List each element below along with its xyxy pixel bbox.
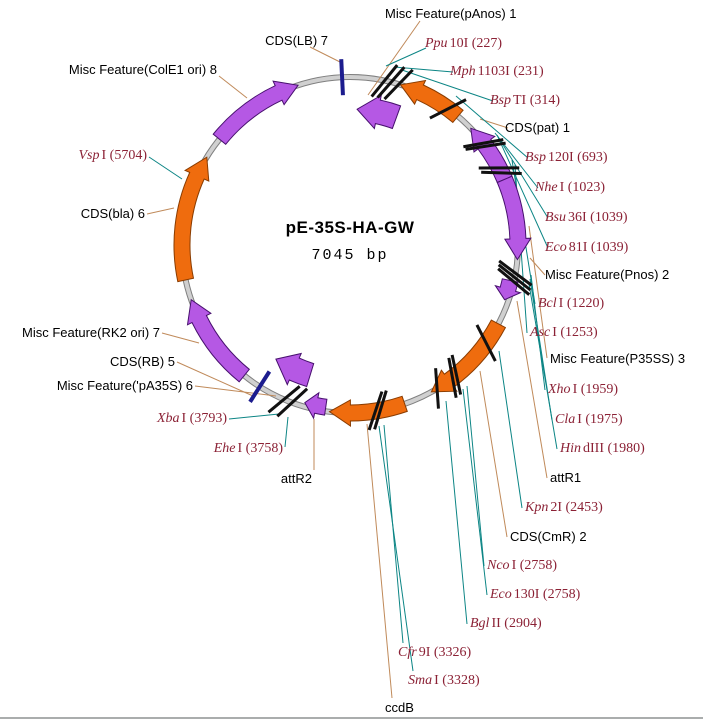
border-tick: [248, 370, 272, 403]
restriction-tick: [465, 141, 506, 151]
plasmid-size: 7045 bp: [311, 247, 389, 264]
leader-line-cds-CmR: [479, 370, 508, 538]
leader-line-cds-LB: [309, 46, 343, 64]
restriction-tick: [498, 259, 533, 287]
feature-arc-pAnos: [356, 94, 402, 130]
border-tick: [339, 59, 345, 96]
restriction-tick: [463, 138, 504, 149]
leader-line-ccdB: [366, 423, 393, 699]
leader-line-vspI: [148, 156, 183, 180]
leader-line-hindIII: [528, 283, 558, 450]
leader-line-attR1: [516, 300, 548, 479]
feature-arc-attR2: [304, 391, 328, 420]
leader-line-misc-RK2: [161, 332, 200, 344]
feature-arc-RK2ori: [186, 298, 251, 383]
leader-line-bsp120I: [455, 95, 529, 159]
restriction-tick: [267, 385, 301, 414]
feature-arc-ColE1: [212, 80, 299, 146]
leader-line-misc-ColE1: [218, 75, 248, 99]
restriction-tick: [434, 368, 440, 409]
leader-line-bglII: [445, 400, 468, 625]
feature-arc-P35SS: [496, 175, 532, 261]
leader-line-ppu10I: [385, 47, 427, 67]
restriction-tick: [370, 64, 399, 98]
restriction-tick: [450, 354, 463, 395]
leader-line-kpn2I: [498, 350, 523, 509]
leader-line-smaI: [378, 425, 414, 672]
leader-line-nheI: [494, 132, 539, 189]
restriction-tick: [373, 390, 388, 430]
restriction-tick: [276, 387, 309, 418]
restriction-tick: [447, 357, 458, 399]
feature-arc-nos: [399, 79, 464, 124]
feature-arc-pA35S: [275, 352, 315, 388]
feature-arc-attR1: [494, 278, 522, 301]
leader-line-cds-RB: [176, 361, 254, 397]
restriction-tick: [475, 324, 497, 362]
feature-arrows: [173, 79, 532, 427]
leader-line-eheI: [284, 416, 289, 448]
title-block: pE-35S-HA-GW 7045 bp: [230, 218, 470, 264]
leader-line-misc-pA35S: [194, 385, 277, 397]
feature-arc-ccdB: [328, 395, 408, 427]
plasmid-name: pE-35S-HA-GW: [285, 218, 415, 237]
restriction-tick: [497, 263, 532, 292]
window-bottom-edge: [0, 717, 703, 719]
leader-line-xbaI: [228, 413, 280, 420]
restriction-tick: [376, 66, 406, 99]
feature-arc-CmR: [430, 319, 507, 393]
leader-line-misc-Pnos: [529, 257, 546, 276]
leader-line-eco130I: [462, 388, 488, 596]
leader-line-bsu36I: [496, 134, 549, 219]
leader-line-misc-P35SS: [528, 225, 548, 359]
leader-line-ncoI: [466, 385, 485, 567]
leader-line-bspTI: [401, 69, 494, 102]
leader-lines: [146, 20, 558, 699]
restriction-tick: [367, 391, 384, 431]
restriction-tick: [481, 170, 522, 176]
restriction-site-ticks: [248, 59, 533, 431]
restriction-tick: [383, 68, 414, 101]
leader-line-misc-pAnos: [367, 20, 421, 96]
leader-line-cds-bla: [146, 207, 175, 215]
restriction-tick: [497, 267, 531, 296]
leader-line-eco81I: [497, 136, 549, 249]
restriction-tick: [429, 98, 467, 120]
feature-arc-bla: [173, 156, 210, 283]
